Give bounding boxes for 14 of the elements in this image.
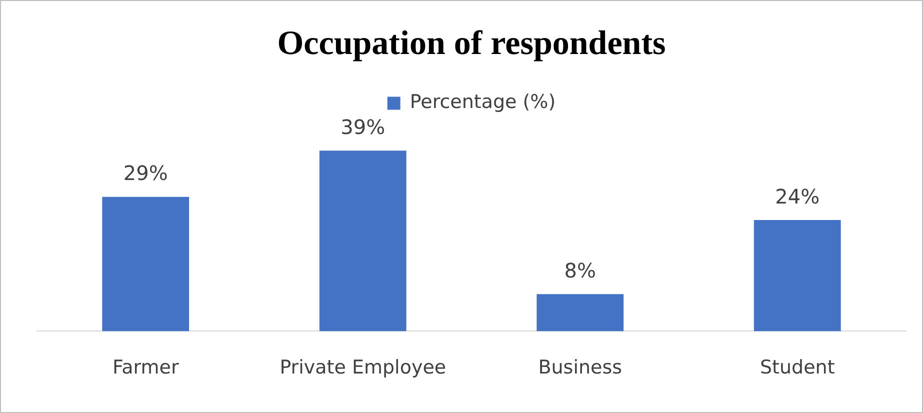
- data-label: 8%: [564, 258, 596, 282]
- bar: [102, 196, 190, 332]
- bar: [754, 220, 841, 332]
- x-tick-label: Farmer: [112, 356, 179, 379]
- data-label: 29%: [123, 161, 168, 186]
- legend-label: Percentage (%): [410, 91, 556, 114]
- x-tick-label: Private Employee: [280, 356, 446, 379]
- data-label: 24%: [775, 184, 820, 208]
- data-label: 39%: [340, 114, 386, 139]
- x-tick-label: Business: [538, 356, 622, 379]
- bar: [536, 294, 624, 332]
- x-tick-label: Student: [760, 356, 835, 379]
- chart-title: Occupation of respondents: [277, 25, 666, 62]
- bar: [319, 150, 406, 332]
